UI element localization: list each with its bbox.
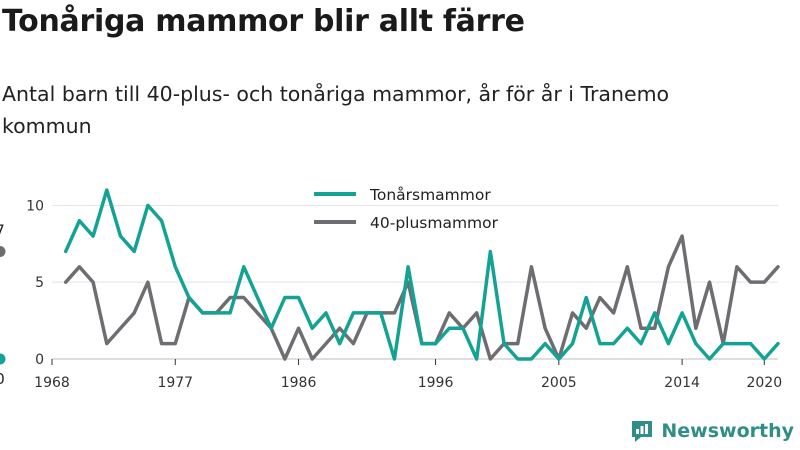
- y-tick-label: 5: [35, 275, 44, 291]
- series-end-label: 7: [0, 221, 5, 239]
- legend-entry-label: 40-plusmammor: [370, 214, 499, 232]
- chart-subtitle: Antal barn till 40-plus- och tonåriga ma…: [2, 82, 670, 138]
- newsworthy-logo-icon: [632, 421, 653, 442]
- axis-ticks: 0 5 10 1968 1977 1986 1996 2005 2014 2020: [26, 198, 782, 391]
- x-tick-label: 2014: [664, 375, 700, 391]
- x-tick-label: 1996: [418, 375, 454, 391]
- x-tick-label: 2005: [541, 375, 577, 391]
- legend-entry-label: Tonårsmammor: [369, 186, 491, 204]
- y-tick-label: 10: [26, 198, 44, 214]
- series-end-point: [0, 353, 6, 365]
- x-tick-label: 2020: [746, 375, 782, 391]
- series-line: [63, 188, 780, 361]
- brand-logo: Newsworthy: [629, 418, 794, 444]
- series-end-point: [0, 245, 6, 257]
- end-labels: 07: [0, 221, 6, 388]
- x-tick-label: 1968: [34, 375, 70, 391]
- legend: Tonårsmammor 40-plusmammor: [314, 186, 499, 232]
- grid-lines: [52, 204, 778, 360]
- y-tick-label: 0: [35, 352, 44, 368]
- series-lines: [63, 188, 780, 361]
- chart-title: Tonåriga mammor blir allt färre: [2, 4, 525, 39]
- x-tick-label: 1986: [281, 375, 317, 391]
- x-tick-label: 1977: [157, 375, 193, 391]
- series-end-label: 0: [0, 370, 5, 388]
- brand-name: Newsworthy: [661, 420, 794, 442]
